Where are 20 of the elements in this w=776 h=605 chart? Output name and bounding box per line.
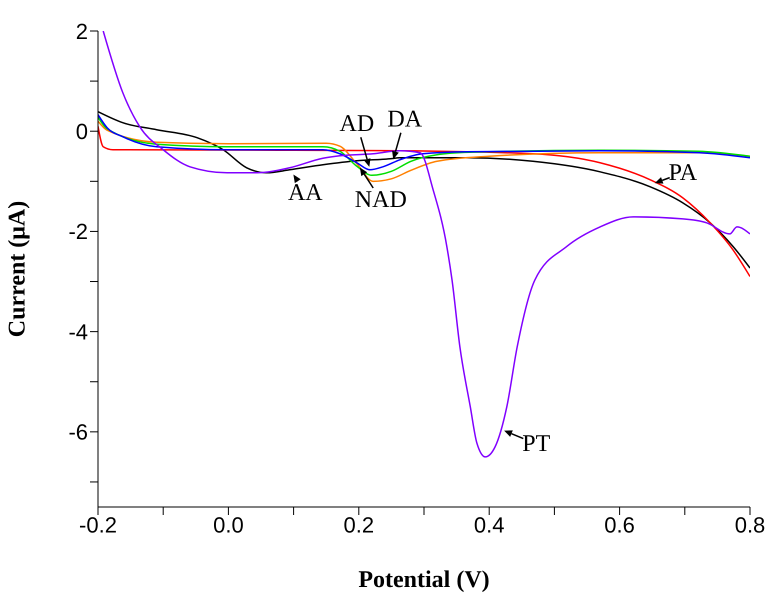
x-tick-label: -0.2 <box>79 512 117 538</box>
x-tick-label: 0.4 <box>474 512 504 538</box>
y-tick-label: 2 <box>76 18 88 44</box>
annotation: PA <box>668 160 698 186</box>
x-tick-label: 0.6 <box>604 512 635 538</box>
y-tick-label: -6 <box>68 420 88 445</box>
y-tick-label: -4 <box>68 319 88 344</box>
line-series <box>102 31 750 458</box>
x-tick-label: 0.2 <box>344 512 374 538</box>
x-tick-label: 0.8 <box>734 512 766 538</box>
annotation: NAD <box>354 186 407 213</box>
annotation: AA <box>288 180 324 206</box>
annotation: DA <box>387 106 423 132</box>
annotation: PT <box>522 430 551 457</box>
x-axis-title: Potential (V) <box>358 567 490 593</box>
y-tick-label: -2 <box>68 219 88 244</box>
y-tick-label: 0 <box>76 119 88 144</box>
annotation: AD <box>340 110 374 137</box>
y-axis-title: Current (μA) <box>4 200 31 338</box>
x-tick-label: 0.0 <box>213 512 244 538</box>
